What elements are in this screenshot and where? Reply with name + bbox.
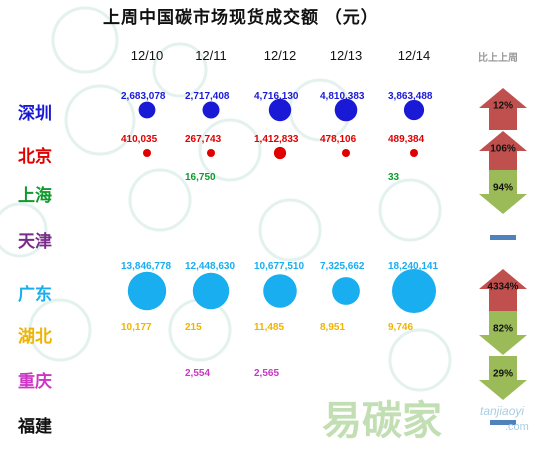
value-label: 13,846,778: [121, 261, 172, 272]
value-label: 18,240,141: [388, 261, 439, 272]
chart-title: 上周中国碳市场现货成交额 （元）: [103, 8, 379, 27]
value-label: 3,863,488: [388, 91, 433, 102]
value-label: 2,683,078: [121, 91, 166, 102]
change-percent: 94%: [492, 182, 514, 194]
change-percent: 82%: [492, 323, 514, 335]
change-arrow-up: [479, 269, 527, 311]
market-label: 深圳: [18, 104, 52, 123]
market-label: 北京: [18, 147, 52, 166]
value-label: 10,177: [121, 322, 152, 333]
value-label: 478,106: [320, 134, 357, 145]
value-label: 16,750: [185, 172, 216, 183]
market-label: 福建: [18, 417, 52, 436]
watermark-swirl: [152, 42, 208, 98]
value-label: 4,810,383: [320, 91, 365, 102]
bubble: [342, 149, 350, 157]
change-percent: 4334%: [487, 281, 519, 293]
value-label: 7,325,662: [320, 261, 365, 272]
watermark-swirl: [51, 6, 119, 74]
value-label: 267,743: [185, 134, 222, 145]
value-label: 8,951: [320, 322, 346, 333]
bubble: [403, 99, 425, 121]
bubble: [332, 277, 360, 305]
bubble: [207, 149, 215, 157]
value-label: 215: [185, 322, 202, 333]
date-header: 12/12: [263, 48, 297, 63]
change-arrow-down: [479, 170, 527, 214]
bubble: [268, 98, 292, 122]
bubble: [392, 269, 436, 313]
change-arrow-up: [479, 88, 527, 130]
bubble: [192, 272, 230, 310]
date-header: 12/11: [195, 48, 227, 63]
watermark-swirl: [128, 168, 192, 232]
change-arrow-down: [479, 311, 527, 355]
value-label: 4,716,130: [254, 91, 299, 102]
value-label: 11,485: [254, 322, 285, 333]
change-percent: 106%: [490, 143, 516, 155]
value-label: 489,384: [388, 134, 425, 145]
bubble: [334, 98, 358, 122]
bubble: [138, 101, 156, 119]
value-label: 1,412,833: [254, 134, 299, 145]
change-percent: 29%: [492, 368, 514, 380]
watermark-swirl: [28, 298, 92, 362]
change-arrow-down: [479, 356, 527, 400]
watermark-swirl: [378, 178, 442, 242]
watermark-swirl: [64, 84, 136, 156]
watermark-swirl: [198, 118, 262, 182]
change-percent: 12%: [492, 100, 514, 112]
change-arrow-up: [479, 131, 527, 173]
value-label: 9,746: [388, 322, 414, 333]
date-header: 12/14: [397, 48, 431, 63]
change-flat-bar: [490, 235, 516, 240]
market-label: 湖北: [18, 327, 52, 346]
market-label: 天津: [18, 232, 52, 251]
watermark-swirl: [388, 328, 452, 392]
bubble: [127, 271, 167, 311]
value-label: 2,554: [185, 368, 211, 379]
bubble: [202, 101, 220, 119]
market-label: 广东: [18, 285, 52, 304]
date-header: 12/13: [329, 48, 363, 63]
value-label: 2,717,408: [185, 91, 230, 102]
value-label: 410,035: [121, 134, 158, 145]
value-label: 10,677,510: [254, 261, 305, 272]
market-label: 上海: [18, 186, 52, 205]
bubble: [263, 274, 297, 308]
change-column-header: 比上上周: [478, 53, 518, 64]
watermark-swirl: [0, 202, 48, 258]
bubble: [410, 149, 418, 157]
change-flat-bar: [490, 420, 516, 425]
market-label: 重庆: [18, 372, 52, 391]
bubble: [143, 149, 151, 157]
value-label: 12,448,630: [185, 261, 236, 272]
value-label: 33: [388, 172, 400, 183]
watermark-swirl: [258, 198, 322, 262]
bubble: [273, 146, 287, 160]
date-header: 12/10: [130, 48, 164, 63]
value-label: 2,565: [254, 368, 280, 379]
